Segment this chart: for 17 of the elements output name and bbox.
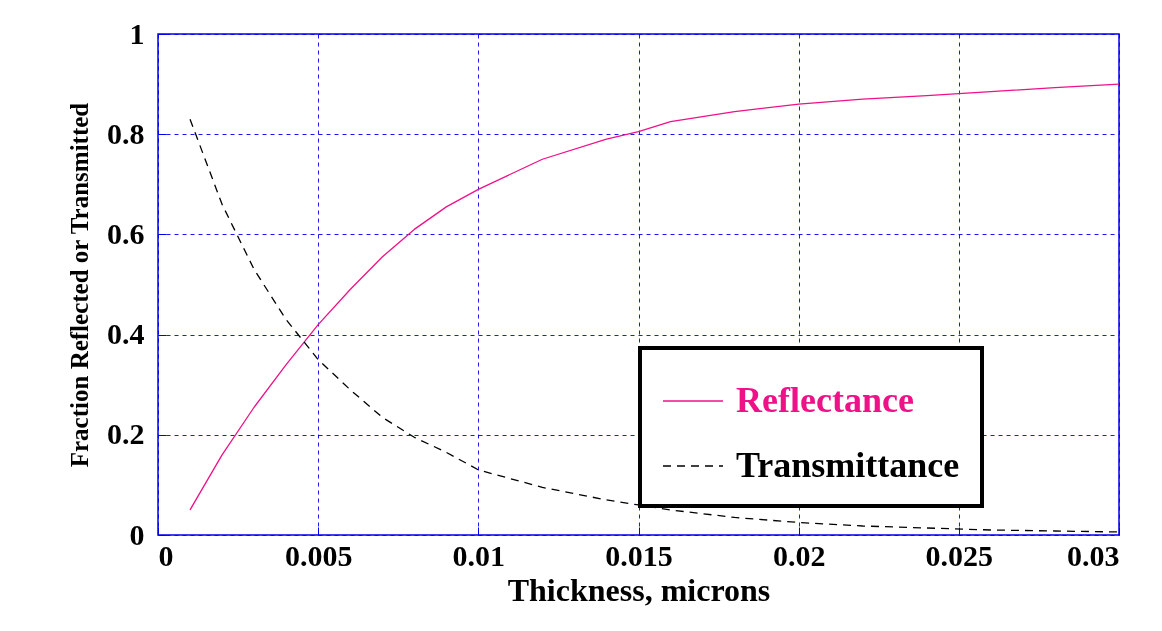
y-tick-label: 0.8: [107, 116, 145, 150]
x-tick-label: 0.01: [452, 538, 506, 572]
y-tick-label: 0.4: [107, 317, 145, 351]
legend-label: Reflectance: [736, 380, 914, 420]
legend-label: Transmittance: [736, 445, 960, 485]
y-tick-label: 0.2: [107, 417, 145, 451]
x-tick-label: 0.015: [605, 538, 673, 572]
y-tick-label: 0: [129, 517, 145, 551]
x-tick-label: 0.02: [772, 538, 826, 572]
y-axis-title: Fraction Reflected or Transmitted: [66, 102, 93, 468]
x-axis-title: Thickness, microns: [507, 571, 771, 608]
x-tick-label: 0: [158, 538, 174, 572]
y-tick-label: 0.6: [107, 216, 145, 250]
x-tick-label: 0.025: [925, 538, 994, 572]
x-tick-label: 0.005: [284, 538, 353, 572]
y-tick-label: 1: [129, 16, 145, 50]
x-tick-label: 0.03: [1067, 538, 1120, 572]
